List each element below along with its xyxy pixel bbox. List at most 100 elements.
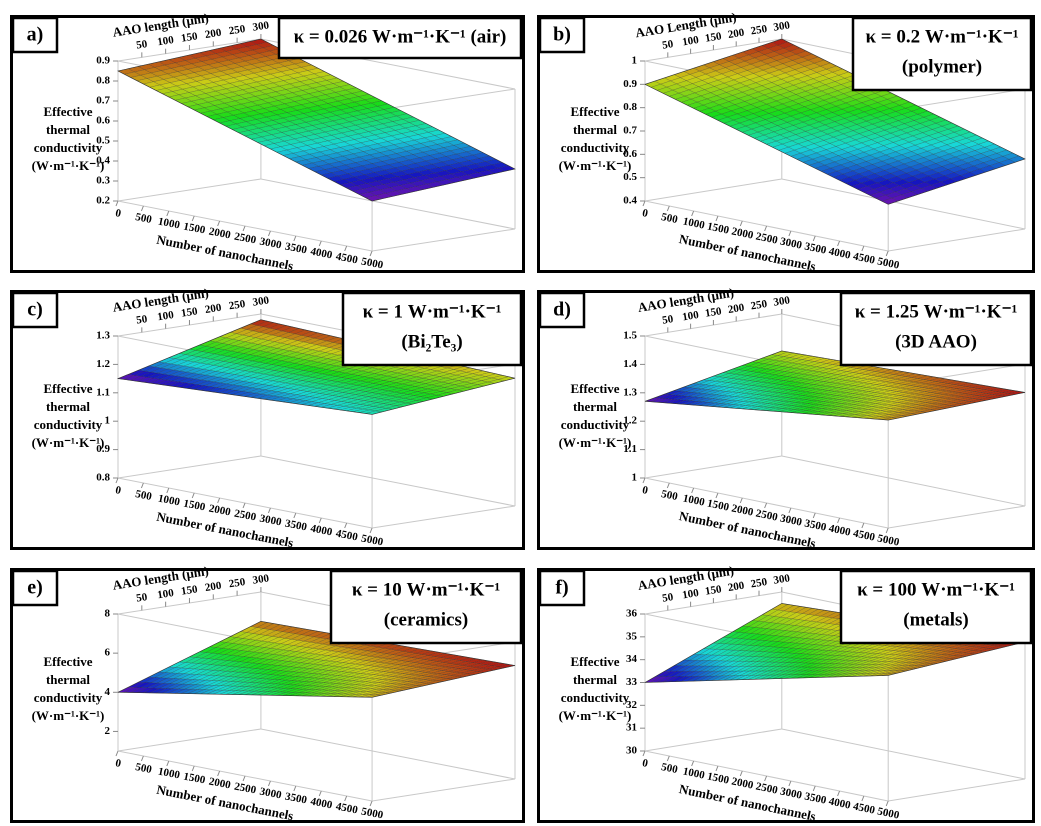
- label-box: [538, 16, 586, 54]
- x-tick-label: 0: [114, 207, 122, 220]
- y-tick-label: 200: [204, 27, 223, 41]
- label-box: [11, 291, 59, 329]
- y-tick-label: 100: [157, 587, 176, 601]
- x-tick-label: 4500: [335, 528, 359, 544]
- x-tick: [344, 245, 348, 252]
- x-tick-label: 1500: [182, 221, 206, 237]
- x-tick-label: 5000: [876, 255, 900, 271]
- x-tick-label: 4000: [309, 523, 333, 539]
- z-axis-label: thermal: [46, 122, 90, 137]
- z-tick-label: 6: [105, 647, 111, 659]
- x-tick: [293, 512, 297, 519]
- panel-title: (ceramics): [384, 609, 468, 630]
- box-edge: [372, 505, 516, 529]
- x-tick-label: 5000: [360, 533, 384, 549]
- x-tick-label: 4500: [335, 251, 359, 267]
- z-tick-label: 33: [626, 676, 638, 688]
- panel-title: (3D AAO): [895, 331, 977, 352]
- z-tick-label: 0.4: [96, 155, 110, 167]
- box-edge: [372, 228, 516, 252]
- z-tick-label: 0.9: [96, 443, 110, 455]
- y-tick-label: 300: [252, 294, 271, 308]
- z-tick-label: 1.3: [96, 330, 110, 342]
- y-tick-label: 200: [727, 27, 746, 42]
- x-tick: [812, 235, 816, 242]
- x-tick: [267, 230, 271, 237]
- z-tick-label: 1: [632, 55, 638, 67]
- z-tick-label: 0.5: [96, 135, 110, 147]
- x-tick-label: 1000: [682, 215, 706, 231]
- y-tick-label: 300: [773, 19, 792, 34]
- panel-label: c): [27, 299, 43, 321]
- box-edge: [117, 455, 261, 479]
- y-tick-label: 150: [180, 305, 199, 319]
- x-tick: [666, 205, 670, 212]
- x-tick: [166, 210, 170, 217]
- x-tick-label: 0: [114, 484, 122, 497]
- x-tick-label: 3500: [803, 240, 827, 256]
- y-tick-label: 250: [228, 23, 247, 37]
- panel-title: κ = 0.026 W·m⁻¹·K⁻¹ (air): [294, 26, 507, 47]
- y-tick-label: 300: [252, 572, 271, 586]
- x-tick: [369, 250, 373, 257]
- z-axis-label: Effective: [43, 654, 92, 669]
- x-tick: [369, 527, 373, 534]
- panel-label: a): [27, 24, 44, 46]
- z-axis-label: Effective: [43, 381, 92, 396]
- z-tick-label: 0.8: [96, 472, 110, 484]
- y-tick-label: 50: [135, 313, 148, 327]
- z-axis-label: (W·m⁻¹·K⁻¹): [559, 435, 632, 450]
- z-tick-label: 0.6: [96, 115, 110, 127]
- z-axis-label: conductivity: [561, 417, 630, 432]
- z-axis-label: (W·m⁻¹·K⁻¹): [32, 708, 105, 723]
- z-tick-label: 4: [105, 686, 111, 698]
- x-tick-label: 2000: [208, 503, 232, 519]
- z-tick-label: 0.3: [96, 175, 110, 187]
- z-axis-label: (W·m⁻¹·K⁻¹): [559, 708, 632, 723]
- y-tick-label: 100: [157, 309, 176, 323]
- x-tick: [242, 502, 246, 509]
- z-tick-label: 0.9: [623, 78, 637, 90]
- x-tick: [191, 215, 195, 222]
- x-tick: [344, 522, 348, 529]
- z-axis-label: Effective: [570, 104, 619, 119]
- x-tick-label: 4500: [852, 250, 876, 266]
- z-tick-label: 34: [626, 653, 638, 665]
- x-tick: [764, 225, 768, 232]
- box-edge: [644, 455, 782, 479]
- x-tick: [115, 477, 119, 484]
- panel-title: κ = 100 W·m⁻¹·K⁻¹: [857, 579, 1015, 600]
- x-tick: [140, 205, 144, 212]
- x-tick-label: 2500: [233, 231, 257, 247]
- z-tick-label: 0.6: [623, 148, 637, 160]
- title-box: [341, 291, 523, 367]
- y-tick-label: 150: [704, 30, 723, 45]
- z-tick-label: 2: [105, 725, 111, 737]
- x-tick: [140, 482, 144, 489]
- panel-label: f): [555, 577, 568, 599]
- z-tick-label: 0.4: [623, 195, 637, 207]
- panel: 0 500 1000 1500 2000 2500 3000 3500 4000 4500 5000…: [10, 10, 525, 273]
- panel: 0 500 1000 1500 2000 2500 3000 3500 4000 4500 5000…: [10, 563, 525, 823]
- x-tick: [293, 235, 297, 242]
- z-axis-label: thermal: [573, 399, 617, 414]
- panel: 0 500 1000 1500 2000 2500 3000 3500 4000 4500 5000…: [537, 285, 1035, 551]
- y-tick-label: 250: [228, 298, 247, 312]
- z-tick-label: 0.5: [623, 171, 637, 183]
- box-edge: [781, 178, 1026, 230]
- x-tick: [242, 225, 246, 232]
- box-edge: [781, 455, 1026, 507]
- z-tick-label: 0.2: [96, 195, 110, 207]
- z-axis-label: thermal: [46, 672, 90, 687]
- x-tick: [191, 492, 195, 499]
- z-axis-label: conductivity: [561, 690, 630, 705]
- x-tick: [885, 250, 889, 257]
- x-tick: [115, 200, 119, 207]
- x-tick: [217, 497, 221, 504]
- box-edge: [888, 228, 1026, 252]
- z-axis-label: Effective: [570, 381, 619, 396]
- box-edge: [372, 88, 516, 112]
- z-axis-label: conductivity: [561, 140, 630, 155]
- z-tick-label: 0.7: [623, 125, 637, 137]
- z-tick-label: 35: [626, 630, 638, 642]
